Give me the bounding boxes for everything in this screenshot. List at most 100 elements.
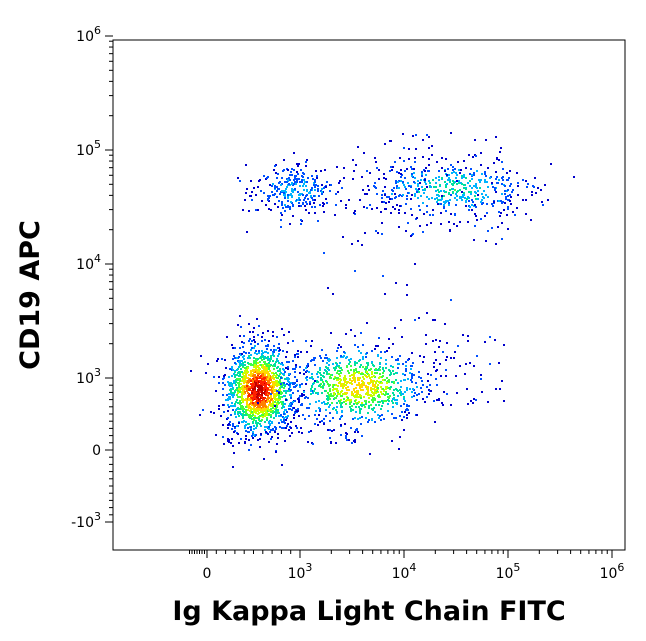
data-point bbox=[361, 435, 363, 437]
data-point bbox=[398, 172, 400, 174]
data-point bbox=[330, 374, 332, 376]
data-point bbox=[311, 340, 313, 342]
data-point bbox=[218, 405, 220, 407]
data-point bbox=[275, 384, 277, 386]
data-point bbox=[251, 347, 253, 349]
data-point bbox=[243, 375, 245, 377]
data-point bbox=[381, 194, 383, 196]
data-point bbox=[525, 213, 527, 215]
data-point bbox=[498, 200, 500, 202]
data-point bbox=[317, 185, 319, 187]
data-point bbox=[308, 415, 310, 417]
data-point bbox=[298, 178, 300, 180]
data-point bbox=[310, 390, 312, 392]
data-point bbox=[295, 425, 297, 427]
data-point bbox=[275, 409, 277, 411]
plot-frame bbox=[112, 39, 626, 551]
data-point bbox=[273, 355, 275, 357]
data-point bbox=[420, 377, 422, 379]
data-point bbox=[404, 374, 406, 376]
data-point bbox=[276, 336, 278, 338]
data-point bbox=[294, 400, 296, 402]
data-point bbox=[291, 188, 293, 190]
data-point bbox=[448, 174, 450, 176]
data-point bbox=[443, 201, 445, 203]
data-point bbox=[283, 390, 285, 392]
data-point bbox=[275, 361, 277, 363]
data-point bbox=[503, 400, 505, 402]
data-point bbox=[252, 431, 254, 433]
data-point bbox=[475, 183, 477, 185]
data-point bbox=[414, 177, 416, 179]
data-point bbox=[329, 390, 331, 392]
data-point bbox=[475, 192, 477, 194]
data-point bbox=[408, 148, 410, 150]
data-point bbox=[239, 396, 241, 398]
data-point bbox=[275, 427, 277, 429]
data-point bbox=[313, 390, 315, 392]
data-point bbox=[242, 209, 244, 211]
data-point bbox=[258, 385, 260, 387]
data-point bbox=[261, 378, 263, 380]
data-point bbox=[461, 183, 463, 185]
data-point bbox=[459, 172, 461, 174]
data-point bbox=[509, 185, 511, 187]
data-point bbox=[448, 192, 450, 194]
data-point bbox=[425, 334, 427, 336]
data-point bbox=[228, 423, 230, 425]
data-point bbox=[415, 134, 417, 136]
data-point bbox=[413, 181, 415, 183]
data-point bbox=[407, 192, 409, 194]
data-point bbox=[382, 275, 384, 277]
data-point bbox=[290, 421, 292, 423]
data-point bbox=[233, 394, 235, 396]
data-point bbox=[301, 395, 303, 397]
data-point bbox=[514, 214, 516, 216]
data-point bbox=[306, 181, 308, 183]
data-point bbox=[394, 327, 396, 329]
data-point bbox=[361, 416, 363, 418]
data-point bbox=[244, 364, 246, 366]
data-point bbox=[270, 393, 272, 395]
data-point bbox=[291, 168, 293, 170]
data-point bbox=[494, 187, 496, 189]
data-point bbox=[291, 190, 293, 192]
data-point bbox=[344, 381, 346, 383]
data-point bbox=[368, 397, 370, 399]
data-point bbox=[499, 215, 501, 217]
data-point bbox=[408, 412, 410, 414]
data-point bbox=[406, 404, 408, 406]
data-point bbox=[303, 183, 305, 185]
data-point bbox=[249, 388, 251, 390]
data-point bbox=[327, 383, 329, 385]
data-point bbox=[472, 156, 474, 158]
data-point bbox=[395, 180, 397, 182]
data-point bbox=[426, 396, 428, 398]
data-point bbox=[421, 173, 423, 175]
data-point bbox=[258, 367, 260, 369]
data-point bbox=[239, 408, 241, 410]
data-point bbox=[261, 396, 263, 398]
data-point bbox=[328, 373, 330, 375]
data-point bbox=[432, 214, 434, 216]
data-point bbox=[453, 357, 455, 359]
data-point bbox=[250, 400, 252, 402]
data-point bbox=[367, 412, 369, 414]
data-point bbox=[443, 391, 445, 393]
data-point bbox=[248, 439, 250, 441]
data-point bbox=[256, 318, 258, 320]
data-point bbox=[501, 222, 503, 224]
data-point bbox=[233, 382, 235, 384]
data-point bbox=[289, 208, 291, 210]
data-point bbox=[265, 431, 267, 433]
data-point bbox=[297, 350, 299, 352]
data-point bbox=[298, 415, 300, 417]
data-point bbox=[271, 185, 273, 187]
data-point bbox=[325, 366, 327, 368]
data-point bbox=[501, 193, 503, 195]
data-point bbox=[249, 331, 251, 333]
data-point bbox=[299, 193, 301, 195]
data-point bbox=[456, 199, 458, 201]
data-point bbox=[263, 192, 265, 194]
data-point bbox=[374, 186, 376, 188]
